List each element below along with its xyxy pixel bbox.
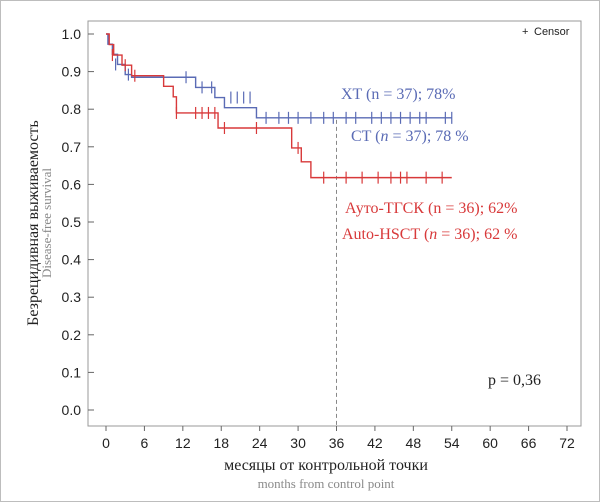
- y-axis: 0.0 0.1 0.2 0.3 0.4 0.5 0.6 0.7 0.8 0.9 1.0: [62, 26, 94, 418]
- y-tick-label: 0.9: [62, 64, 82, 80]
- y-tick-label: 0.2: [62, 327, 82, 343]
- x-tick-label: 60: [482, 435, 498, 451]
- x-tick-label: 36: [329, 435, 345, 451]
- xt-label-ru: XT (n = 37); 78%: [341, 86, 456, 103]
- x-tick-label: 12: [175, 435, 191, 451]
- survival-curve-auto-tgsk: [106, 33, 452, 179]
- x-tick-label: 0: [102, 435, 110, 451]
- plot-area-border: [87, 20, 582, 427]
- series-label-part: CT (: [351, 128, 380, 145]
- x-tick-label: 72: [559, 435, 575, 451]
- p-value: p = 0,36: [488, 372, 541, 389]
- auto-tgsk-label-ru: Ауто-ТГСК (n = 36); 62%: [345, 200, 517, 217]
- y-axis-title: Безрецидивная выживаемость: [25, 120, 42, 326]
- x-tick-label: 30: [290, 435, 306, 451]
- x-tick-label: 42: [367, 435, 383, 451]
- legend-symbol: +: [522, 26, 528, 38]
- y-tick-label: 0.5: [62, 214, 82, 230]
- x-axis-title: месяцы от контрольной точки: [224, 457, 428, 474]
- series-label-part: = 36); 62 %: [437, 226, 517, 243]
- auto-hsct-label-en: Auto-HSCT (n = 36); 62 %: [342, 226, 517, 243]
- x-tick-label: 18: [213, 435, 229, 451]
- y-tick-label: 0.6: [62, 176, 82, 192]
- y-tick-label: 0.0: [62, 402, 82, 418]
- y-axis-title-en: Disease-free survival: [39, 168, 54, 278]
- x-tick-label: 66: [521, 435, 537, 451]
- x-axis-title-en: months from control point: [258, 476, 395, 491]
- x-axis: 0 6 12 18 24 30 36 42 48 54 60 66 72: [102, 426, 575, 451]
- series-label-part: n: [380, 128, 388, 145]
- ct-label-en: CT (n = 37); 78 %: [351, 128, 469, 145]
- y-tick-label: 0.1: [62, 364, 82, 380]
- series-label-part: = 37); 78 %: [388, 128, 468, 145]
- x-tick-label: 24: [252, 435, 268, 451]
- x-tick-label: 6: [141, 435, 149, 451]
- series-label-part: Ауто-ТГСК (n = 36); 62%: [345, 200, 517, 217]
- y-tick-label: 0.3: [62, 289, 82, 305]
- series-label-part: n: [429, 226, 437, 243]
- y-tick-label: 1.0: [62, 26, 82, 42]
- series-layer: [106, 33, 453, 184]
- legend-label: Censor: [534, 26, 570, 38]
- y-tick-label: 0.7: [62, 139, 82, 155]
- y-tick-label: 0.8: [62, 101, 82, 117]
- series-label-part: XT (n = 37); 78%: [341, 86, 456, 103]
- series-label-part: Auto-HSCT (: [342, 226, 429, 243]
- x-tick-label: 54: [444, 435, 460, 451]
- y-tick-label: 0.4: [62, 252, 82, 268]
- x-tick-label: 48: [406, 435, 422, 451]
- legend: + Censor: [522, 26, 570, 38]
